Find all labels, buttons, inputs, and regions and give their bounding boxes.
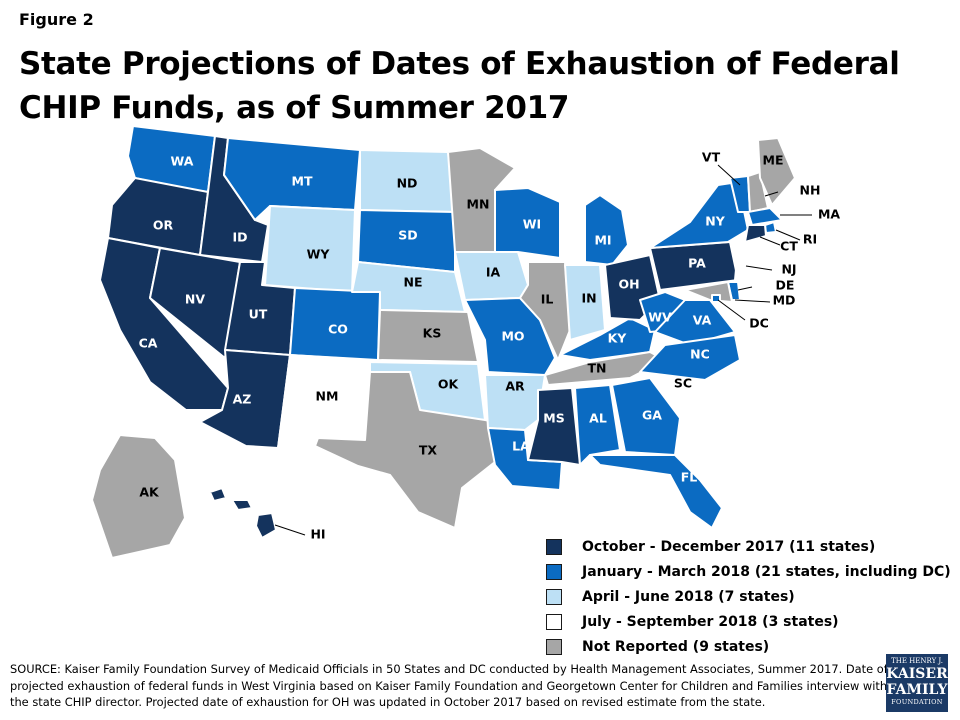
- label-oh: OH: [618, 277, 639, 292]
- logo-line: FAMILY: [886, 682, 948, 698]
- label-az: AZ: [233, 392, 252, 407]
- legend-swatch: [546, 613, 562, 630]
- label-ca: CA: [139, 336, 158, 351]
- label-or: OR: [153, 218, 174, 233]
- legend-item: Not Reported (9 states): [546, 634, 951, 659]
- label-ky: KY: [608, 331, 628, 346]
- state-tx[interactable]: [314, 371, 511, 529]
- logo-line: THE HENRY J.: [891, 657, 943, 665]
- legend-label: April - June 2018 (7 states): [582, 588, 795, 605]
- label-ny: NY: [705, 214, 725, 229]
- label-mi: MI: [594, 233, 611, 248]
- label-wy: WY: [307, 247, 331, 262]
- logo-line: FOUNDATION: [891, 698, 943, 706]
- label-nm: NM: [316, 389, 339, 404]
- legend-swatch: [546, 538, 562, 555]
- label-md: MD: [773, 293, 796, 308]
- label-mo: MO: [501, 329, 524, 344]
- state-me[interactable]: [757, 137, 796, 206]
- legend-swatch: [546, 588, 562, 605]
- label-al: AL: [589, 411, 607, 426]
- label-dc: DC: [749, 316, 769, 331]
- state-hi[interactable]: [209, 487, 277, 539]
- label-wa: WA: [171, 154, 194, 169]
- label-ks: KS: [423, 326, 442, 341]
- legend: October - December 2017 (11 states) Janu…: [546, 534, 951, 659]
- state-nj[interactable]: [734, 247, 749, 286]
- state-wi[interactable]: [494, 187, 561, 259]
- label-pa: PA: [688, 256, 706, 271]
- label-tn: TN: [588, 361, 607, 376]
- state-in[interactable]: [564, 264, 606, 341]
- label-ri: RI: [803, 232, 817, 247]
- label-vt: VT: [702, 150, 721, 165]
- legend-label: October - December 2017 (11 states): [582, 538, 876, 555]
- state-ri[interactable]: [764, 221, 777, 234]
- legend-swatch: [546, 638, 562, 655]
- label-il: IL: [541, 292, 554, 307]
- label-in: IN: [581, 291, 596, 306]
- legend-item: July - September 2018 (3 states): [546, 609, 951, 634]
- legend-item: October - December 2017 (11 states): [546, 534, 951, 559]
- label-nh: NH: [800, 183, 821, 198]
- logo-line: KAISER: [886, 666, 948, 682]
- label-ma: MA: [818, 207, 840, 222]
- label-fl: FL: [681, 470, 698, 485]
- legend-item: January - March 2018 (21 states, includi…: [546, 559, 951, 584]
- state-ks[interactable]: [377, 309, 479, 363]
- label-nv: NV: [185, 292, 205, 307]
- label-ms: MS: [543, 411, 564, 426]
- label-ar: AR: [505, 379, 525, 394]
- label-nc: NC: [690, 347, 710, 362]
- label-ga: GA: [642, 408, 662, 423]
- state-ga[interactable]: [611, 377, 681, 456]
- label-ne: NE: [403, 275, 422, 290]
- label-de: DE: [776, 278, 795, 293]
- label-ct: CT: [780, 239, 798, 254]
- state-ak[interactable]: [91, 434, 186, 559]
- legend-swatch: [546, 563, 562, 580]
- state-la[interactable]: [487, 427, 563, 491]
- state-al[interactable]: [574, 384, 621, 466]
- source-note: SOURCE: Kaiser Family Foundation Survey …: [10, 662, 888, 709]
- state-ma[interactable]: [747, 207, 783, 226]
- label-la: LA: [512, 439, 530, 454]
- label-ak: AK: [139, 485, 160, 500]
- state-mi[interactable]: [584, 194, 629, 266]
- state-ar[interactable]: [484, 374, 546, 431]
- label-nj: NJ: [781, 262, 796, 277]
- legend-item: April - June 2018 (7 states): [546, 584, 951, 609]
- state-ms[interactable]: [527, 387, 581, 466]
- label-sc: SC: [674, 376, 692, 391]
- label-wv: WV: [648, 310, 672, 325]
- state-nc[interactable]: [639, 334, 741, 381]
- legend-label: Not Reported (9 states): [582, 638, 770, 655]
- legend-label: July - September 2018 (3 states): [582, 613, 839, 630]
- label-mn: MN: [467, 197, 490, 212]
- kff-logo: THE HENRY J. KAISER FAMILY FOUNDATION: [886, 654, 948, 712]
- label-id: ID: [232, 230, 247, 245]
- label-hi: HI: [310, 527, 325, 542]
- label-ok: OK: [438, 377, 460, 392]
- label-ia: IA: [486, 265, 501, 280]
- label-ut: UT: [249, 307, 268, 322]
- label-me: ME: [763, 153, 784, 168]
- state-ct[interactable]: [744, 224, 767, 243]
- label-wi: WI: [523, 217, 541, 232]
- label-va: VA: [693, 313, 712, 328]
- chart-title: State Projections of Dates of Exhaustion…: [19, 46, 900, 126]
- legend-label: January - March 2018 (21 states, includi…: [582, 563, 951, 580]
- label-co: CO: [328, 322, 348, 337]
- figure-label: Figure 2: [19, 10, 94, 29]
- label-nd: ND: [397, 176, 418, 191]
- label-sd: SD: [398, 228, 417, 243]
- label-mt: MT: [292, 174, 313, 189]
- state-fl[interactable]: [589, 454, 723, 529]
- label-tx: TX: [419, 443, 438, 458]
